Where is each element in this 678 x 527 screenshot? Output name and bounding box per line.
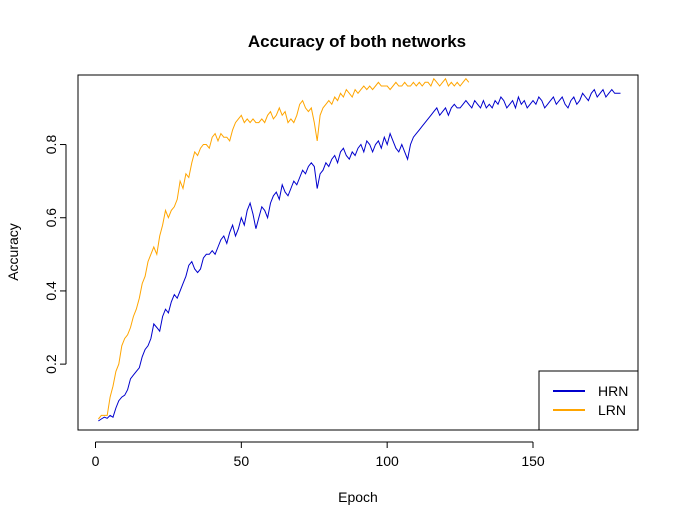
legend: HRN LRN xyxy=(538,370,639,431)
series-layer xyxy=(98,77,621,422)
plot-area xyxy=(77,74,639,431)
y-tick-label: 0.2 xyxy=(43,354,59,374)
y-axis-label: Accuracy xyxy=(5,223,21,281)
legend-label-lrn: LRN xyxy=(598,402,626,418)
y-tick-label: 0.8 xyxy=(43,135,59,155)
y-tick-label: 0.4 xyxy=(43,281,59,301)
x-tick-label: 100 xyxy=(375,453,399,469)
x-axis: 0 50 100 150 xyxy=(92,441,545,469)
x-tick-label: 0 xyxy=(92,453,100,469)
series-line-lrn xyxy=(98,77,470,420)
x-tick-label: 150 xyxy=(521,453,545,469)
series-line-hrn xyxy=(98,88,621,422)
legend-label-hrn: HRN xyxy=(598,383,628,399)
legend-box xyxy=(538,370,639,431)
y-tick-label: 0.6 xyxy=(43,208,59,228)
x-tick-label: 50 xyxy=(234,453,250,469)
y-axis: 0.2 0.4 0.6 0.8 xyxy=(43,135,67,374)
chart-title: Accuracy of both networks xyxy=(248,32,466,51)
plot-frame xyxy=(77,74,639,431)
x-axis-label: Epoch xyxy=(338,489,378,505)
